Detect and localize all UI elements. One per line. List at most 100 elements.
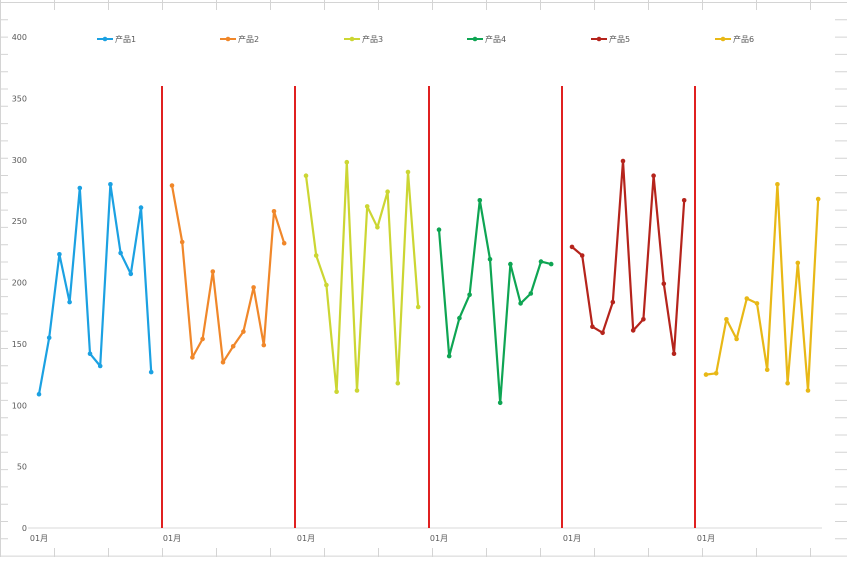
series-6	[703, 182, 821, 393]
y-tick-label: 400	[12, 33, 27, 42]
data-point	[724, 317, 729, 322]
x-tick-label: 01月	[697, 534, 715, 543]
series-5	[569, 158, 687, 357]
series-line	[170, 185, 286, 364]
data-point	[477, 198, 483, 203]
data-point	[261, 342, 267, 348]
y-tick-label: 250	[12, 217, 27, 226]
data-point	[128, 271, 134, 277]
data-point	[251, 285, 256, 290]
legend-item: 产品1	[97, 34, 136, 44]
data-point	[210, 269, 216, 274]
legend-label: 产品1	[115, 34, 136, 44]
data-point	[395, 380, 401, 386]
data-point	[46, 335, 52, 341]
data-point	[681, 198, 687, 203]
data-point	[334, 389, 339, 395]
data-point	[179, 239, 185, 245]
data-point	[754, 301, 760, 306]
data-point	[651, 173, 656, 178]
data-point	[415, 304, 421, 310]
legend-label: 产品4	[485, 34, 506, 44]
data-point	[97, 363, 103, 369]
series-4	[436, 198, 554, 406]
y-tick-label: 0	[22, 524, 27, 533]
data-point	[641, 317, 646, 322]
data-point	[385, 189, 390, 194]
data-point	[548, 261, 554, 267]
series-line	[705, 183, 820, 392]
y-tick-label: 150	[12, 340, 27, 349]
data-point	[220, 360, 226, 365]
data-point	[190, 355, 195, 360]
data-point	[324, 282, 329, 288]
legend-label: 产品6	[733, 34, 754, 44]
y-tick-label: 200	[12, 279, 27, 288]
legend-item: 产品3	[344, 34, 383, 44]
legend-item: 产品5	[591, 34, 630, 44]
data-point	[528, 291, 534, 296]
data-point	[364, 204, 370, 209]
data-point	[77, 185, 83, 191]
data-point	[148, 369, 154, 375]
y-tick-label: 100	[12, 401, 27, 410]
data-point	[569, 244, 575, 250]
data-point	[67, 299, 72, 305]
data-point	[661, 281, 667, 287]
data-point	[467, 292, 472, 298]
segment-dividers	[161, 86, 696, 528]
series-line	[437, 199, 552, 404]
data-point	[671, 351, 677, 357]
series-line	[37, 183, 153, 395]
data-point	[590, 324, 595, 330]
data-point	[169, 183, 175, 188]
y-tick-label: 350	[12, 94, 27, 103]
legend-marker	[596, 36, 602, 42]
data-point	[57, 252, 62, 257]
data-point	[620, 158, 626, 164]
series-1	[36, 182, 154, 397]
data-point	[630, 328, 636, 333]
y-axis: 0 50 100 150 200 250 300 350 400	[12, 33, 27, 533]
data-point	[713, 371, 719, 376]
legend-item: 产品2	[220, 34, 259, 44]
data-point	[487, 256, 493, 262]
data-point	[703, 372, 709, 377]
series-3	[303, 159, 421, 395]
series-line	[304, 161, 420, 393]
data-point	[344, 159, 350, 165]
legend-marker	[225, 36, 231, 42]
data-point	[108, 182, 113, 187]
legend-label: 产品3	[362, 34, 383, 44]
data-point	[600, 330, 605, 336]
legend: 产品1 产品2 产品3 产品4 产品5 产品6	[97, 34, 754, 44]
series-2	[169, 183, 287, 365]
data-point	[303, 173, 309, 178]
data-point	[508, 261, 513, 267]
data-point	[734, 336, 739, 342]
legend-marker	[472, 36, 478, 42]
data-point	[313, 253, 319, 258]
data-point	[271, 209, 277, 214]
data-point	[764, 367, 770, 373]
data-point	[744, 296, 750, 301]
legend-label: 产品2	[238, 34, 259, 44]
data-point	[795, 260, 801, 266]
data-point	[538, 259, 544, 264]
data-point	[405, 169, 411, 175]
chart-background	[8, 10, 835, 548]
data-point	[785, 380, 790, 386]
data-point	[87, 351, 93, 357]
y-tick-label: 300	[12, 156, 27, 165]
x-tick-label: 01月	[297, 534, 315, 543]
data-point	[457, 315, 462, 321]
legend-label: 产品5	[609, 34, 630, 44]
data-point	[805, 388, 811, 393]
legend-marker	[720, 36, 726, 42]
data-point	[36, 391, 42, 397]
data-point	[375, 225, 380, 230]
series-layer	[36, 158, 821, 406]
data-point	[354, 388, 360, 393]
